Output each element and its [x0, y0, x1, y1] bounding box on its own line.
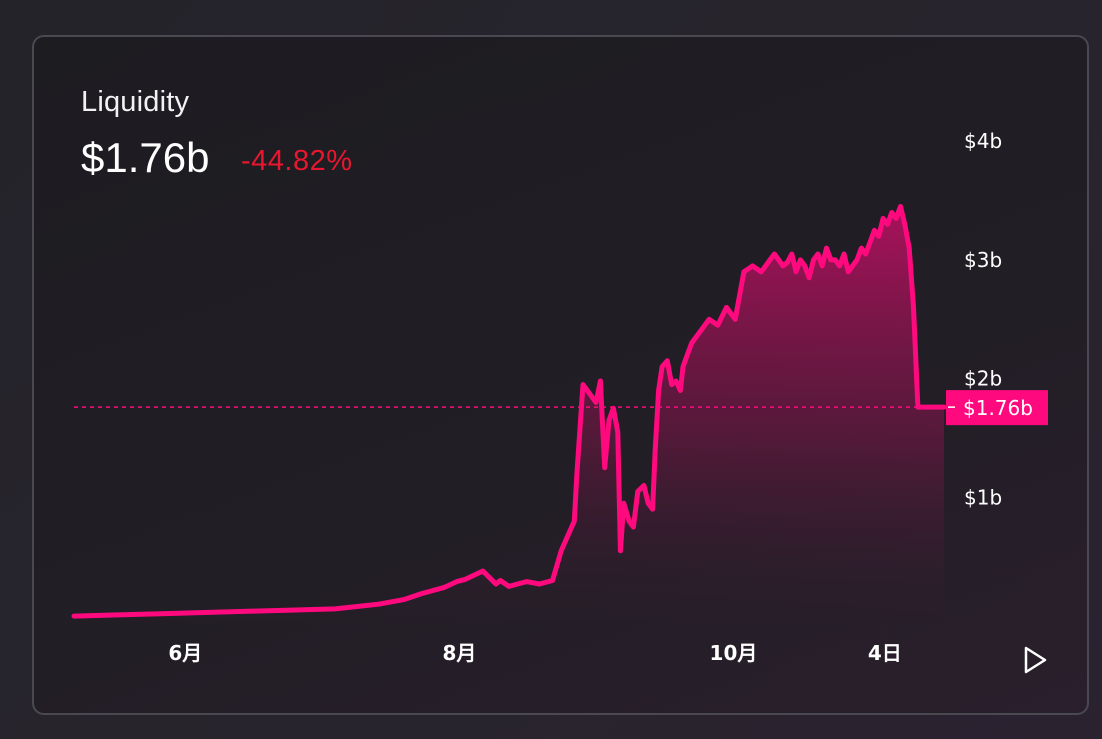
x-tick-label: 4日 [868, 641, 902, 665]
percent-change: -44.82% [241, 145, 353, 177]
current-value-badge-background [946, 390, 1048, 426]
y-tick-label: $1b [964, 485, 1002, 509]
x-axis-ticks: 6月 8月 10月 4日 [168, 641, 901, 665]
y-tick-label: $2b [964, 367, 1002, 391]
x-tick-label: 10月 [710, 641, 758, 665]
current-value-badge-label: $1.76b [963, 396, 1033, 420]
current-value: $1.76b [81, 134, 210, 181]
y-tick-label: $3b [964, 248, 1002, 272]
y-tick-label: $4b [964, 129, 1002, 153]
x-tick-label: 8月 [442, 641, 476, 665]
play-icon[interactable] [1018, 643, 1052, 677]
chart-title: Liquidity [81, 86, 190, 118]
x-tick-label: 6月 [168, 641, 202, 665]
y-axis-ticks: $4b $3b $2b $1b [964, 129, 1002, 509]
current-value-badge: $1.76b [946, 390, 1048, 426]
liquidity-series-line [71, 204, 947, 619]
